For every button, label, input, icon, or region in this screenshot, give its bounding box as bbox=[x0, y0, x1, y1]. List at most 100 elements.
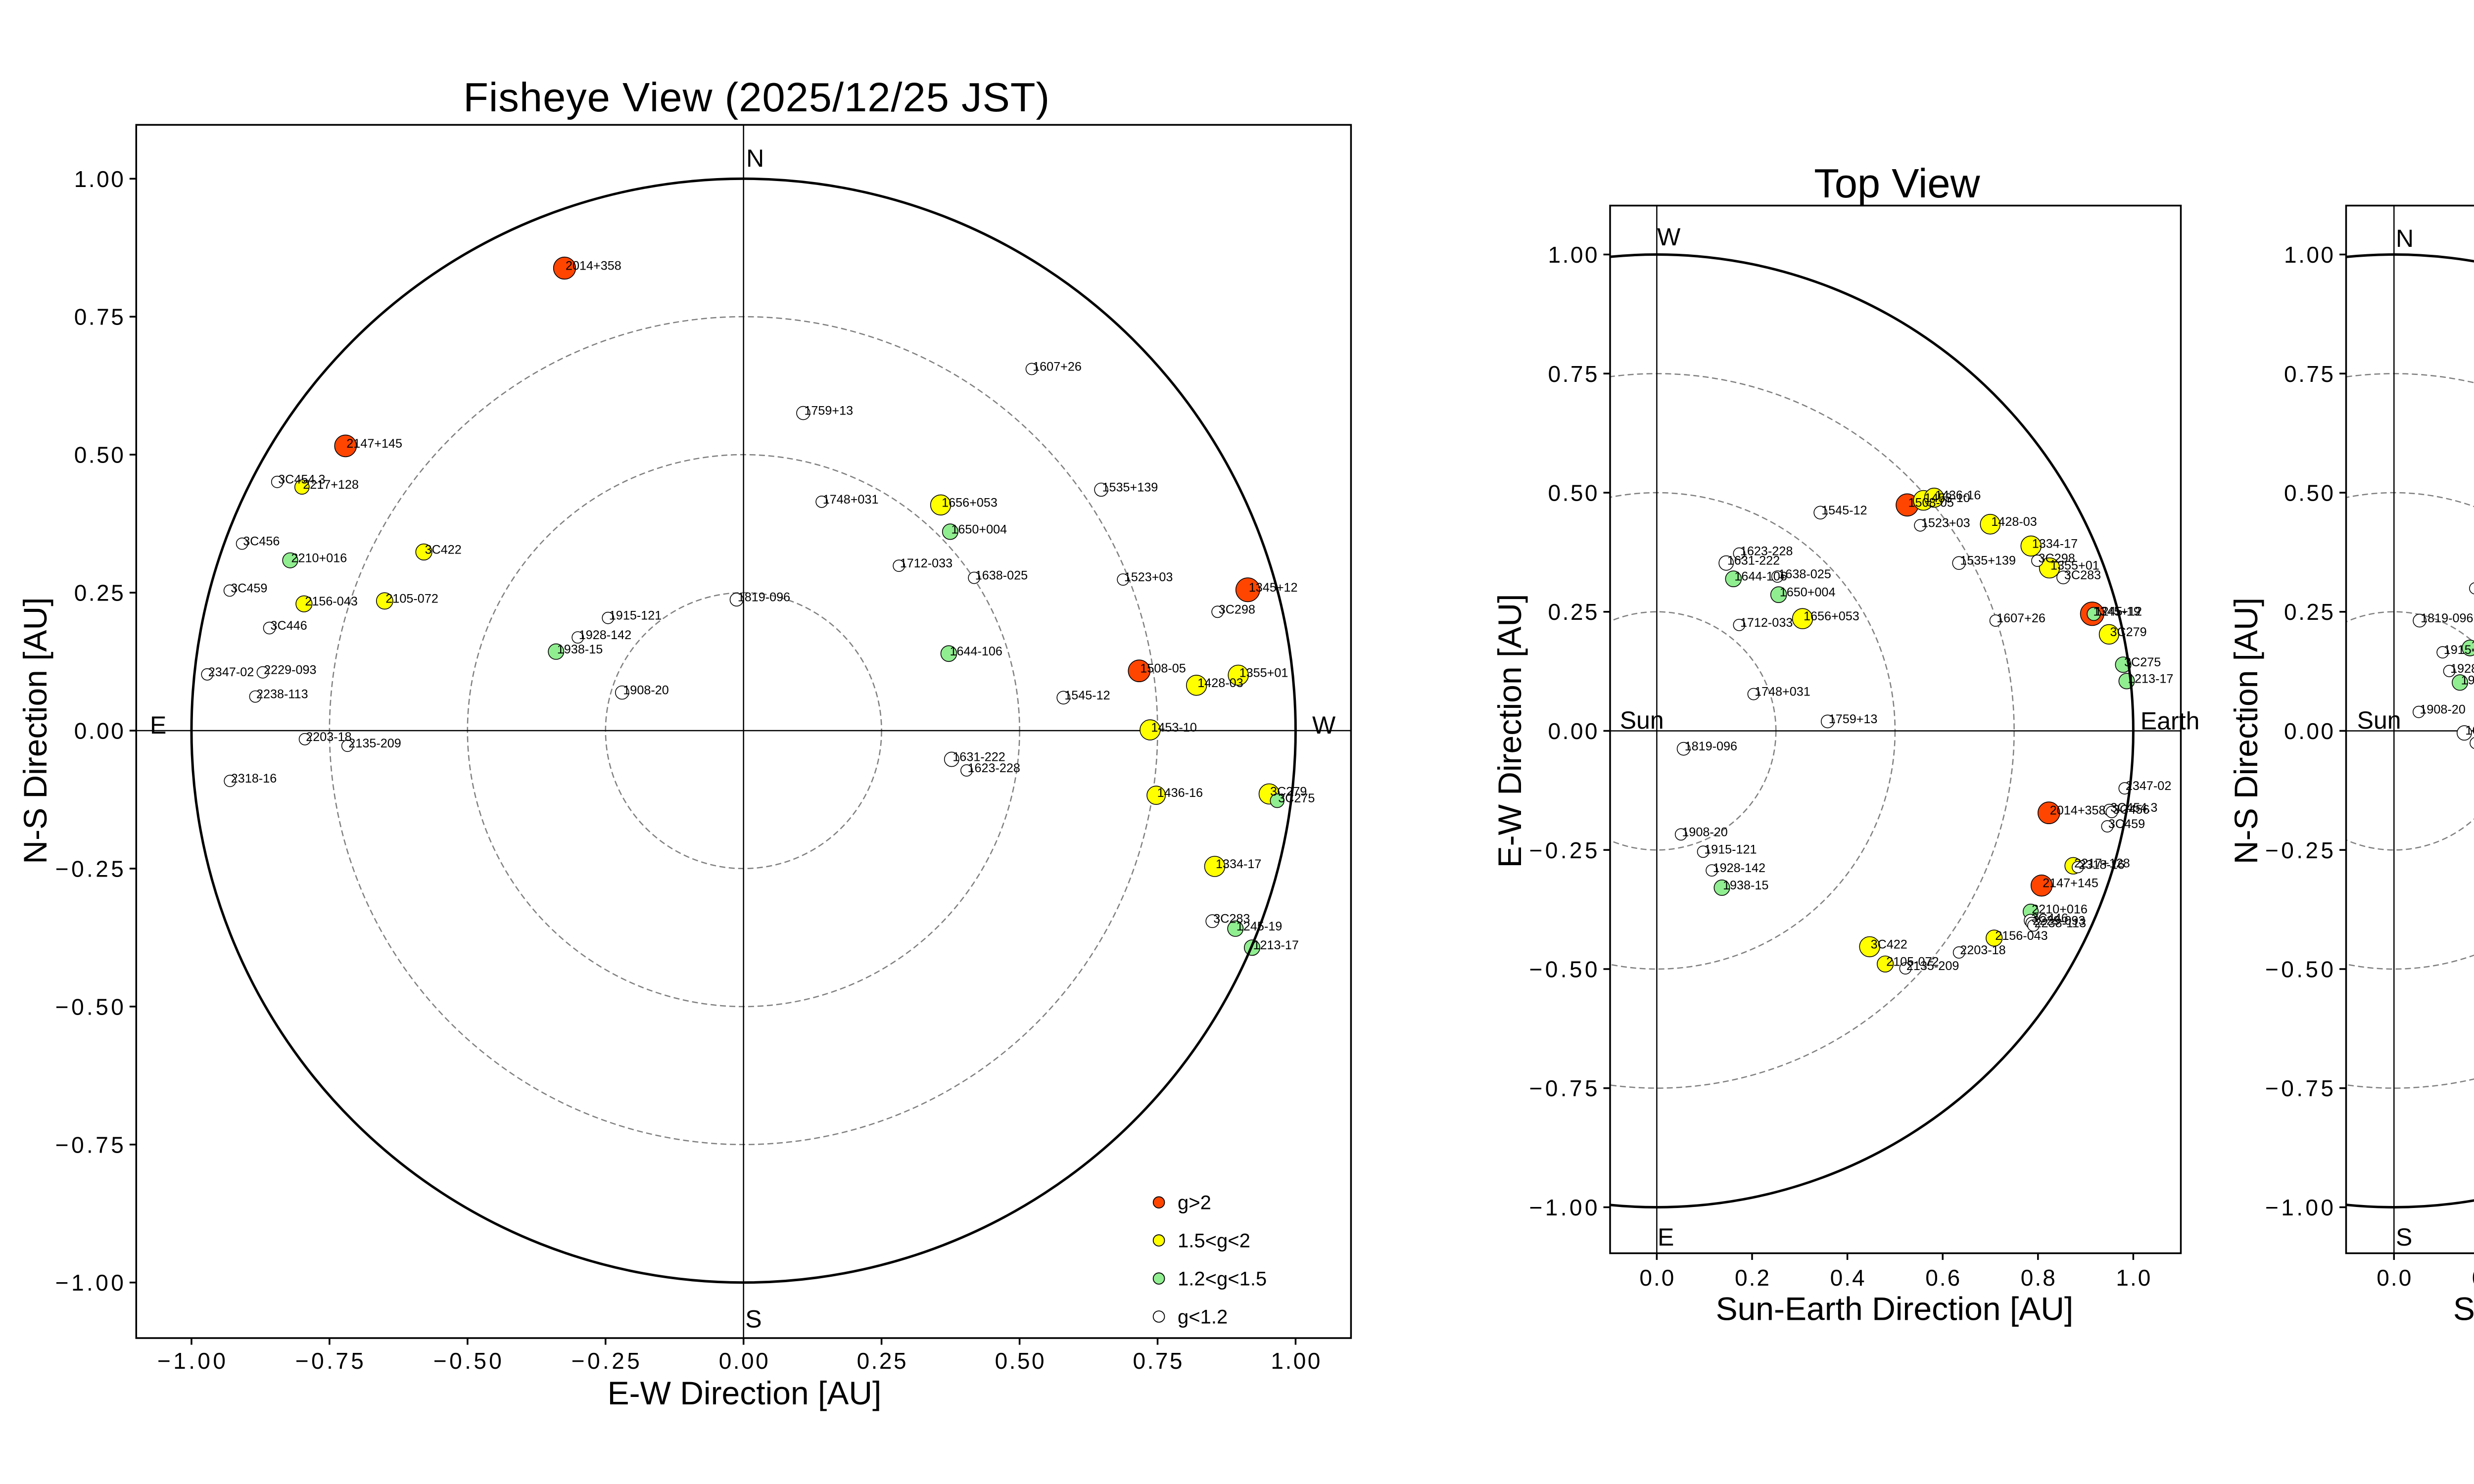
svg-text:1644-106: 1644-106 bbox=[2471, 639, 2474, 652]
svg-text:1508-05: 1508-05 bbox=[1908, 496, 1954, 510]
svg-text:0.75: 0.75 bbox=[1548, 361, 1598, 387]
svg-text:1545-12: 1545-12 bbox=[1821, 504, 1867, 517]
svg-text:2229-093: 2229-093 bbox=[2033, 914, 2085, 928]
svg-text:1.5<g<2: 1.5<g<2 bbox=[1178, 1230, 1250, 1252]
svg-text:0.00: 0.00 bbox=[74, 718, 124, 744]
svg-text:2318-16: 2318-16 bbox=[231, 772, 277, 786]
svg-text:0.50: 0.50 bbox=[995, 1348, 1045, 1374]
svg-text:1748+031: 1748+031 bbox=[1755, 685, 1810, 699]
svg-text:1.00: 1.00 bbox=[2284, 242, 2333, 268]
svg-text:1607+26: 1607+26 bbox=[1033, 360, 1082, 373]
svg-text:3C459: 3C459 bbox=[231, 581, 267, 595]
svg-text:3C446: 3C446 bbox=[2032, 911, 2068, 925]
svg-text:g<1.2: g<1.2 bbox=[1178, 1306, 1228, 1328]
svg-text:0.4: 0.4 bbox=[1830, 1265, 1865, 1291]
svg-text:0.50: 0.50 bbox=[74, 442, 124, 468]
svg-text:2156-043: 2156-043 bbox=[1995, 929, 2047, 943]
svg-text:3C283: 3C283 bbox=[2064, 568, 2101, 582]
svg-text:1938-15: 1938-15 bbox=[557, 643, 603, 656]
svg-text:1712-033: 1712-033 bbox=[1740, 616, 1793, 630]
svg-text:−1.00: −1.00 bbox=[2265, 1195, 2333, 1220]
svg-text:−1.00: −1.00 bbox=[55, 1270, 124, 1296]
svg-text:1748+031: 1748+031 bbox=[823, 493, 879, 507]
svg-text:S: S bbox=[745, 1305, 761, 1333]
svg-text:E-W Direction [AU]: E-W Direction [AU] bbox=[1491, 594, 1528, 868]
svg-text:1631-222: 1631-222 bbox=[2465, 724, 2474, 738]
svg-text:1245-19: 1245-19 bbox=[1237, 920, 1282, 933]
svg-text:3C454.3: 3C454.3 bbox=[2110, 801, 2157, 815]
svg-text:N-S Direction [AU]: N-S Direction [AU] bbox=[17, 597, 53, 864]
svg-text:1623-228: 1623-228 bbox=[968, 761, 1020, 775]
svg-text:0.25: 0.25 bbox=[74, 580, 124, 606]
svg-text:1545-12: 1545-12 bbox=[1064, 689, 1110, 702]
svg-text:2217+128: 2217+128 bbox=[303, 478, 359, 492]
svg-text:0.25: 0.25 bbox=[1548, 599, 1598, 625]
svg-text:3C283: 3C283 bbox=[1213, 912, 1250, 926]
svg-text:2318-16: 2318-16 bbox=[2079, 858, 2124, 872]
svg-text:1453-10: 1453-10 bbox=[1151, 721, 1196, 735]
svg-text:−0.75: −0.75 bbox=[295, 1348, 364, 1374]
svg-text:1355+01: 1355+01 bbox=[2050, 559, 2099, 573]
svg-text:0.00: 0.00 bbox=[1548, 718, 1598, 744]
svg-text:1819-096: 1819-096 bbox=[1685, 740, 1737, 753]
svg-text:−0.25: −0.25 bbox=[571, 1348, 640, 1374]
svg-text:E: E bbox=[150, 711, 166, 739]
svg-text:0.75: 0.75 bbox=[2284, 361, 2333, 387]
svg-text:3C298: 3C298 bbox=[2039, 552, 2075, 565]
svg-text:2238-113: 2238-113 bbox=[256, 688, 308, 701]
svg-text:2238-113: 2238-113 bbox=[2035, 917, 2087, 930]
svg-text:3C279: 3C279 bbox=[2110, 625, 2146, 639]
svg-text:2210+016: 2210+016 bbox=[2032, 903, 2088, 917]
svg-text:1631-222: 1631-222 bbox=[1727, 554, 1780, 568]
svg-text:2147+145: 2147+145 bbox=[346, 437, 402, 451]
svg-text:0.25: 0.25 bbox=[857, 1348, 906, 1374]
svg-text:3C279: 3C279 bbox=[1270, 785, 1307, 799]
svg-text:1453-10: 1453-10 bbox=[1924, 491, 1970, 505]
svg-text:0.75: 0.75 bbox=[74, 304, 124, 330]
svg-text:3C275: 3C275 bbox=[2124, 655, 2161, 669]
svg-text:1819-096: 1819-096 bbox=[738, 591, 790, 604]
svg-text:Sun-Earth Direction [AU]: Sun-Earth Direction [AU] bbox=[1716, 1291, 2074, 1327]
svg-text:1.00: 1.00 bbox=[1548, 242, 1598, 268]
svg-text:N: N bbox=[2396, 225, 2414, 252]
svg-text:N-S Direction [AU]: N-S Direction [AU] bbox=[2228, 598, 2264, 864]
svg-text:3C298: 3C298 bbox=[1219, 603, 1255, 616]
svg-text:Earth: Earth bbox=[2141, 707, 2200, 735]
svg-text:1607+26: 1607+26 bbox=[1997, 611, 2046, 625]
svg-text:2105-072: 2105-072 bbox=[1886, 955, 1939, 969]
svg-text:1334-17: 1334-17 bbox=[2032, 537, 2078, 551]
svg-text:3C422: 3C422 bbox=[1871, 937, 1907, 951]
svg-text:1638-025: 1638-025 bbox=[1778, 567, 1831, 581]
svg-text:1.0: 1.0 bbox=[2116, 1265, 2150, 1291]
svg-text:2135-209: 2135-209 bbox=[348, 737, 401, 750]
svg-text:2347-02: 2347-02 bbox=[2126, 779, 2171, 793]
svg-text:S: S bbox=[2396, 1223, 2412, 1251]
svg-text:1644-106: 1644-106 bbox=[950, 645, 1002, 658]
svg-text:0.2: 0.2 bbox=[1735, 1265, 1769, 1291]
svg-text:Sun-Earth Direction [AU]: Sun-Earth Direction [AU] bbox=[2453, 1291, 2474, 1327]
svg-text:E-W Direction [AU]: E-W Direction [AU] bbox=[608, 1375, 882, 1411]
svg-text:−0.50: −0.50 bbox=[55, 994, 124, 1020]
svg-text:1508-05: 1508-05 bbox=[1140, 662, 1186, 676]
svg-text:1.2<g<1.5: 1.2<g<1.5 bbox=[1178, 1268, 1267, 1290]
svg-text:W: W bbox=[1312, 711, 1336, 739]
svg-text:1428-03: 1428-03 bbox=[1991, 515, 2037, 529]
svg-text:1638-025: 1638-025 bbox=[975, 569, 1028, 583]
svg-text:1938-15: 1938-15 bbox=[1723, 879, 1768, 892]
svg-text:1436-16: 1436-16 bbox=[1157, 786, 1203, 800]
svg-text:2203-18: 2203-18 bbox=[306, 730, 351, 744]
svg-text:Top View: Top View bbox=[1814, 160, 1980, 206]
svg-text:1.00: 1.00 bbox=[74, 166, 124, 192]
svg-text:0.0: 0.0 bbox=[1639, 1265, 1674, 1291]
svg-text:2156-043: 2156-043 bbox=[305, 595, 357, 608]
svg-text:2203-18: 2203-18 bbox=[1960, 943, 2005, 957]
svg-text:2105-072: 2105-072 bbox=[385, 592, 438, 605]
svg-text:1631-222: 1631-222 bbox=[952, 750, 1005, 764]
svg-text:1908-20: 1908-20 bbox=[1682, 825, 1727, 839]
svg-text:−0.75: −0.75 bbox=[2265, 1075, 2333, 1101]
svg-text:0.75: 0.75 bbox=[1133, 1348, 1183, 1374]
svg-text:N: N bbox=[746, 144, 764, 172]
svg-text:1915-121: 1915-121 bbox=[2444, 643, 2474, 657]
svg-text:1928-142: 1928-142 bbox=[1713, 861, 1765, 875]
svg-text:−1.00: −1.00 bbox=[1529, 1195, 1598, 1220]
